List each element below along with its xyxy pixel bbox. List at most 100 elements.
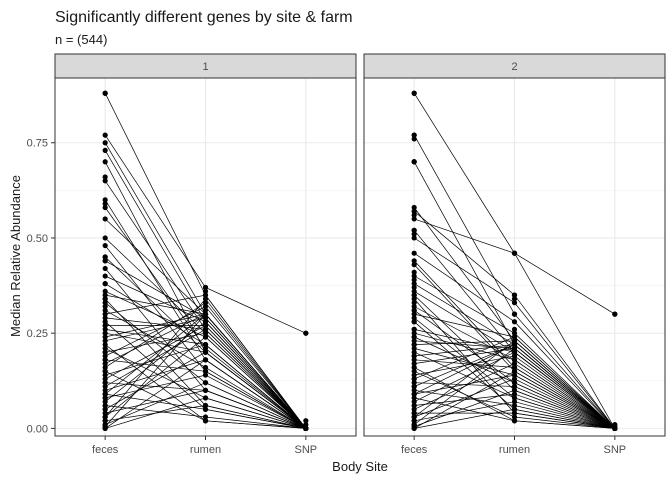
data-point xyxy=(411,414,417,420)
data-point xyxy=(102,372,108,378)
data-point xyxy=(411,357,417,363)
data-point xyxy=(511,300,518,306)
data-point xyxy=(511,391,518,397)
data-point xyxy=(102,273,108,279)
data-point xyxy=(511,406,518,412)
data-point xyxy=(202,341,209,348)
data-point xyxy=(202,387,209,393)
data-point xyxy=(411,132,417,138)
data-point xyxy=(202,372,209,378)
x-tick-label: SNP xyxy=(604,444,627,456)
data-point xyxy=(102,174,108,180)
data-point xyxy=(511,376,518,382)
data-point xyxy=(411,208,417,214)
data-point xyxy=(511,399,518,405)
data-point xyxy=(511,319,518,325)
data-point xyxy=(102,296,108,302)
data-point xyxy=(102,216,108,222)
data-point xyxy=(202,349,209,355)
data-point xyxy=(102,254,108,260)
data-point xyxy=(411,300,417,306)
data-point xyxy=(102,387,108,393)
data-point xyxy=(411,204,417,211)
data-point xyxy=(411,90,417,96)
data-point xyxy=(102,330,108,336)
data-point xyxy=(202,406,209,412)
data-point xyxy=(411,326,417,332)
data-point xyxy=(511,364,518,371)
data-point xyxy=(411,269,417,275)
data-point xyxy=(102,303,108,310)
data-point xyxy=(303,418,309,424)
data-point xyxy=(102,349,108,355)
data-point xyxy=(511,410,518,416)
x-tick-label: feces xyxy=(92,444,119,456)
data-point xyxy=(511,326,518,332)
data-point xyxy=(102,425,108,431)
data-point xyxy=(202,368,209,374)
data-point xyxy=(411,395,417,401)
data-point xyxy=(102,258,108,264)
panel-2: 2 feces rumen SNP xyxy=(363,53,666,456)
data-point xyxy=(102,300,108,306)
data-point xyxy=(511,380,518,386)
data-point xyxy=(411,402,417,409)
data-point xyxy=(102,380,108,386)
x-tick-label: feces xyxy=(401,444,428,456)
data-point xyxy=(202,364,209,371)
data-point xyxy=(612,311,618,317)
data-point xyxy=(411,353,417,359)
data-point xyxy=(202,402,209,409)
x-tick-label: rumen xyxy=(190,444,221,456)
data-point xyxy=(411,212,417,218)
data-point xyxy=(202,395,209,401)
data-point xyxy=(411,418,417,424)
data-point xyxy=(411,406,417,412)
data-point xyxy=(411,334,417,340)
data-point xyxy=(202,288,209,294)
data-point xyxy=(411,231,417,237)
data-point xyxy=(102,391,108,397)
panel-1: 1 feces rumen SNP 0.00 0.25 0.50 0.75 xyxy=(27,53,357,456)
data-point xyxy=(511,361,518,367)
data-point xyxy=(511,330,518,336)
data-point xyxy=(411,425,417,431)
data-point xyxy=(511,250,518,256)
data-point xyxy=(411,250,417,256)
data-point xyxy=(102,399,108,405)
data-point xyxy=(411,296,417,302)
facet-panels: 1 feces rumen SNP 0.00 0.25 0.50 0.75 2 feces rume… xyxy=(27,53,666,456)
data-point xyxy=(102,414,108,420)
data-point xyxy=(411,341,417,348)
data-point xyxy=(411,284,417,291)
data-point xyxy=(202,345,209,352)
data-point xyxy=(102,341,108,348)
data-point xyxy=(102,235,108,241)
data-point xyxy=(102,147,108,153)
data-point xyxy=(411,361,417,367)
data-point xyxy=(411,387,417,393)
data-point xyxy=(511,292,518,298)
facet-strip xyxy=(54,53,357,79)
data-point xyxy=(102,357,108,363)
data-point xyxy=(202,357,209,363)
data-point xyxy=(102,353,108,359)
data-point xyxy=(511,296,518,302)
data-point xyxy=(102,395,108,401)
data-point xyxy=(511,387,518,393)
facet-strip xyxy=(363,53,666,79)
data-point xyxy=(411,281,417,287)
data-point xyxy=(102,204,108,211)
data-point xyxy=(411,315,417,321)
data-point xyxy=(511,341,518,348)
data-point xyxy=(102,406,108,412)
data-point xyxy=(411,349,417,355)
data-point xyxy=(411,311,417,317)
data-point xyxy=(202,303,209,310)
y-tick-label: 0.00 xyxy=(27,423,48,435)
data-point xyxy=(202,380,209,386)
data-point xyxy=(102,132,108,138)
data-point xyxy=(202,300,209,306)
data-point xyxy=(202,322,209,329)
